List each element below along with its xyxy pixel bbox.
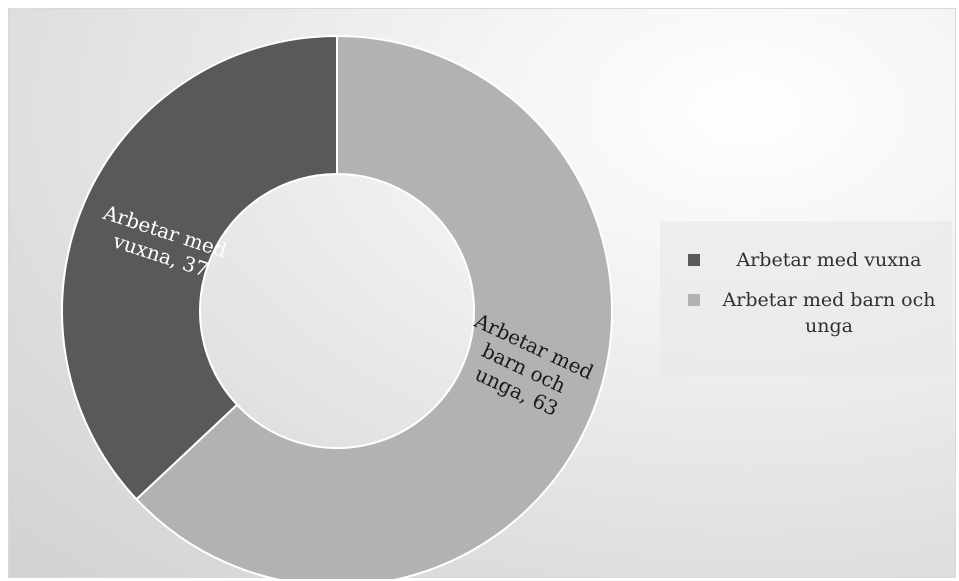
slice-barn-och-unga — [135, 34, 613, 579]
slice-vuxna — [61, 34, 338, 501]
legend-item-vuxna: Arbetar med vuxna — [688, 247, 952, 273]
legend: Arbetar med vuxna Arbetar med barn och u… — [660, 221, 952, 376]
legend-swatch-vuxna — [688, 254, 700, 266]
chart-area: Arbetar med vuxna, 37 Arbetar med barn o… — [8, 8, 956, 579]
donut-chart: Arbetar med vuxna, 37 Arbetar med barn o… — [61, 34, 613, 579]
legend-swatch-barn-och-unga — [688, 294, 700, 306]
legend-label-barn-och-unga: Arbetar med barn och unga — [722, 289, 936, 337]
legend-item-barn-och-unga: Arbetar med barn och unga — [688, 287, 952, 339]
legend-label-vuxna: Arbetar med vuxna — [736, 249, 922, 271]
